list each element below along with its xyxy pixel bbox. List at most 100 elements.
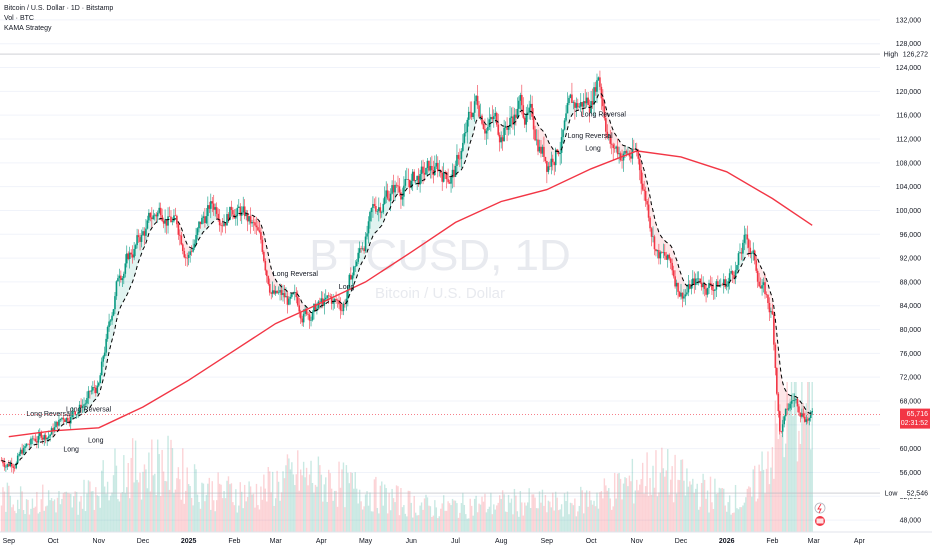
candle-body (804, 416, 806, 422)
candle-body (792, 400, 794, 402)
candle-body (354, 266, 357, 267)
volume-bar (506, 511, 508, 532)
volume-bar (305, 467, 308, 532)
candle-body (799, 412, 802, 417)
volume-bar (27, 499, 29, 532)
candle-body (429, 165, 432, 171)
candle-body (83, 404, 85, 406)
volume-bar (453, 500, 455, 532)
volume-bar (70, 493, 72, 532)
volume-bar (608, 488, 610, 532)
volume-bar (151, 439, 153, 532)
volume-bar (580, 486, 582, 532)
candle-body (285, 296, 287, 298)
volume-bar (482, 501, 485, 532)
candle-body (736, 265, 738, 271)
axis-icons[interactable] (814, 502, 826, 526)
candle-body (532, 116, 535, 130)
legend-symbol[interactable]: Bitcoin / U.S. Dollar · 1D · Bitstamp (4, 5, 114, 12)
volume-bar (552, 492, 554, 532)
candle-body (34, 438, 37, 442)
watermark-ticker: BTCUSD, 1D (309, 231, 571, 280)
candle-body (749, 247, 752, 254)
volume-bar (199, 508, 202, 532)
candle-body (121, 278, 124, 281)
candle-body (102, 356, 104, 362)
volume-bar (767, 451, 769, 532)
volume-bar (336, 506, 339, 532)
candle-body (659, 252, 662, 259)
volume-bar (640, 479, 642, 532)
price-lines (0, 53, 880, 494)
price-axis[interactable]: 132,000 128,000 124,000 120,000 116,000 112,0… (880, 0, 932, 550)
volume-bar (631, 458, 634, 532)
volume-bar (201, 482, 203, 532)
legend-strategy[interactable]: KAMA Strategy (4, 25, 52, 32)
candle-body (333, 298, 336, 301)
volume-bar (357, 503, 359, 532)
volume-bar (304, 477, 306, 532)
volume-bar (149, 491, 152, 532)
candle-body (159, 207, 162, 216)
volume-bar (702, 473, 704, 532)
strategy-annotation: Long Reversal (66, 407, 112, 414)
candle-body (808, 418, 811, 421)
volume-bar (74, 491, 76, 532)
candle-body (615, 146, 617, 149)
candle-body (753, 250, 756, 261)
volume-bar (271, 471, 274, 532)
candle-body (746, 234, 749, 240)
strategy-annotation: Long Reversal (581, 111, 627, 118)
candle-body (167, 216, 169, 226)
volume-bar (417, 515, 420, 532)
candle-body (423, 172, 426, 175)
candle-body (591, 101, 594, 105)
volume-bar (92, 491, 94, 532)
volume-bar (170, 439, 172, 532)
candle-body (108, 321, 110, 328)
candle-body (593, 87, 595, 105)
volume-bar (478, 503, 480, 532)
volume-bar (67, 492, 69, 532)
volume-bar (730, 514, 732, 532)
candle-body (451, 169, 454, 178)
volume-bar (754, 465, 756, 532)
candle-body (115, 281, 118, 297)
volume-bar (71, 507, 73, 532)
candle-body (790, 401, 793, 404)
volume-bar (215, 500, 218, 532)
candle-body (137, 235, 140, 238)
volume-bar (563, 493, 566, 532)
candle-body (190, 251, 193, 253)
candle-body (391, 185, 393, 194)
time-tick-label: Feb (228, 538, 240, 545)
volume-bar (447, 501, 449, 532)
volume-bar (549, 501, 551, 532)
candle-body (577, 103, 579, 108)
candle-body (221, 225, 224, 227)
volume-bar (401, 507, 404, 532)
volume-bar (792, 416, 794, 532)
volume-bar (777, 439, 779, 532)
volume-bar (692, 478, 694, 532)
candle-body (133, 249, 135, 258)
candle-body (242, 206, 245, 213)
candle-body (535, 139, 538, 141)
candle-body (796, 399, 799, 407)
volume-bar (283, 478, 286, 532)
moving-average-line (8, 150, 813, 438)
candle-body (727, 281, 729, 287)
legend-volume[interactable]: Vol · BTC (4, 15, 34, 22)
volume-bar (647, 495, 650, 532)
volume-bar (384, 484, 386, 532)
candle-body (457, 154, 460, 159)
candle-body (728, 273, 731, 282)
volume-bar (468, 518, 470, 532)
volume-bar (550, 507, 552, 532)
volume-bar (588, 490, 591, 532)
candle-body (442, 171, 445, 182)
time-axis[interactable]: Sep Oct Nov Dec 2025 Feb Mar Apr May Jun Jul Aug Sep… (0, 531, 932, 550)
time-tick-label: Mar (270, 538, 283, 545)
candle-body (361, 248, 364, 249)
